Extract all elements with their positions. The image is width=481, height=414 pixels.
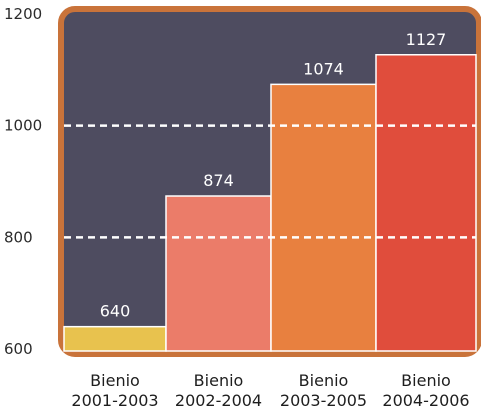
category-label-4: Bienio 2004-2006	[382, 371, 469, 410]
x-axis: Bienio 2001-2003 Bienio 2002-2004 Bienio 2003…	[71, 371, 469, 410]
y-axis: 600 800 1000 1200	[4, 5, 42, 358]
value-label-3: 1074	[303, 59, 344, 78]
y-tick-label-1200: 1200	[4, 5, 42, 23]
bar-2	[165, 195, 272, 352]
bar-1	[63, 325, 167, 352]
value-label-1: 640	[100, 302, 131, 321]
category-label-1: Bienio 2001-2003	[71, 371, 158, 410]
bars-group	[63, 54, 477, 352]
category-label-2: Bienio 2002-2004	[175, 371, 262, 410]
y-tick-label-800: 800	[4, 228, 33, 246]
value-label-2: 874	[203, 171, 234, 190]
value-label-4: 1127	[406, 30, 447, 49]
y-tick-label-600: 600	[4, 340, 33, 358]
category-label-3: Bienio 2003-2005	[280, 371, 367, 410]
value-labels-group: 640 874 1074 1127	[100, 30, 447, 321]
bar-4	[375, 54, 477, 352]
y-tick-label-1000: 1000	[4, 117, 42, 135]
gridlines-group	[64, 124, 476, 239]
bar-3	[270, 83, 377, 352]
